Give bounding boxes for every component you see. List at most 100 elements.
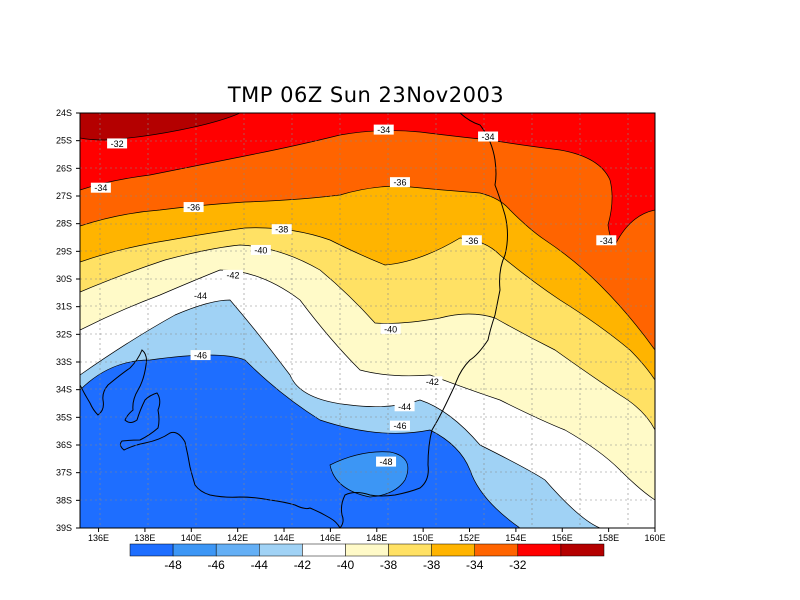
coastline [80, 113, 508, 528]
contour-labels: -32 -34 -34 -34 -34 -36 -36 -36 -38 -40 -40 -42 -42 -… [90, 124, 617, 467]
lat-tick-label: 39S [56, 523, 72, 533]
colorbar-swatch [517, 543, 562, 557]
contour-label: -32 [107, 138, 128, 149]
contour-label-text: -40 [384, 324, 397, 334]
band-32-30 [80, 113, 655, 245]
lat-tick-label: 38S [56, 495, 72, 505]
colorbar-swatch [215, 543, 260, 557]
contour-label-bg [190, 290, 211, 301]
contour-label-text: -34 [600, 236, 613, 246]
lon-tick-label: 142E [227, 533, 248, 543]
contour-label-text: -34 [94, 183, 107, 193]
lat-tick-label: 36S [56, 440, 72, 450]
lat-tick-label: 37S [56, 468, 72, 478]
colorbar-label: -48 [164, 558, 182, 572]
lon-tick-label: 156E [552, 533, 573, 543]
contour-label-text: -44 [194, 291, 207, 301]
contour-label-bg [394, 401, 415, 412]
colorbar-swatch [560, 543, 605, 557]
contour-label-text: -42 [426, 377, 439, 387]
colorbar-swatch [345, 543, 389, 557]
contour-label: -40 [250, 244, 271, 255]
longitude-axis: 136E 138E 140E 142E 144E 146E 148E 150E 152E 154E… [88, 528, 666, 543]
latitude-axis: 24S 25S 26S 27S 28S 29S 30S 31S 32S 33S 34S 35S 36S 3… [56, 108, 80, 533]
band-40-38 [80, 245, 655, 500]
contour-label: -44 [394, 401, 415, 412]
colorbar-label: -38 [423, 558, 441, 572]
contour-label-text: -48 [380, 457, 393, 467]
contour-label-bg [107, 138, 128, 149]
lon-tick-label: 144E [274, 533, 295, 543]
colorbar-label: -44 [251, 558, 269, 572]
contour-label: -34 [90, 182, 111, 193]
lat-tick-label: 27S [56, 191, 72, 201]
contour-label-text: -46 [194, 351, 207, 361]
contour-label-text: -46 [393, 421, 406, 431]
band-36-34 [80, 186, 655, 380]
lon-tick-label: 148E [366, 533, 387, 543]
contour-label-bg [373, 124, 394, 135]
contour-label: -44 [190, 290, 211, 301]
band-38-36 [80, 227, 655, 430]
contour-label: -42 [422, 376, 443, 387]
contour-label-bg [190, 350, 211, 361]
contour-lines [80, 113, 655, 528]
lon-tick-label: 138E [134, 533, 155, 543]
contour-label: -36 [183, 202, 204, 213]
colorbar-label: -34 [466, 558, 484, 572]
lat-tick-label: 26S [56, 163, 72, 173]
lon-tick-label: 146E [320, 533, 341, 543]
contour-label-bg [271, 224, 292, 235]
lat-tick-label: 30S [56, 274, 72, 284]
colorbar-label: -38 [380, 558, 398, 572]
lon-tick-label: 158E [598, 533, 619, 543]
band-42-40 [80, 270, 655, 528]
lat-tick-label: 24S [56, 108, 72, 118]
contour-label-text: -34 [482, 132, 495, 142]
contour-label-text: -40 [254, 245, 267, 255]
contour-label-text: -36 [465, 236, 478, 246]
map-frame [79, 112, 656, 529]
contour-label-bg [90, 182, 111, 193]
contour-label-text: -32 [111, 139, 124, 149]
contour-label-bg [389, 420, 410, 431]
colorbar-swatch [259, 543, 303, 557]
lon-tick-label: 136E [88, 533, 109, 543]
contour-label: -48 [376, 456, 397, 467]
lat-tick-label: 32S [56, 329, 72, 339]
colorbar-swatch [172, 543, 217, 557]
contour-label-text: -34 [377, 125, 390, 135]
colorbar-swatch [474, 543, 519, 557]
band-44-42 [80, 300, 655, 528]
colorbar-label: -46 [208, 558, 226, 572]
contour-label: -36 [461, 235, 482, 246]
lat-tick-label: 28S [56, 219, 72, 229]
lat-tick-label: 34S [56, 385, 72, 395]
lat-tick-label: 25S [56, 136, 72, 146]
contour-label: -34 [478, 131, 499, 142]
shaded-temperature-field: -32 -34 -34 -34 -34 -36 -36 -36 -38 -40 -40 -42 -42 -… [80, 113, 655, 528]
band-above-30 [80, 113, 240, 140]
colorbar: -48 -46 -44 -42 -40 -38 -38 -34 -32 [129, 543, 605, 572]
contour-label-bg [183, 202, 204, 213]
contour-label-bg [422, 376, 443, 387]
colorbar-label: -42 [294, 558, 312, 572]
contour-label-text: -36 [393, 178, 406, 188]
colorbar-label: -40 [337, 558, 355, 572]
lat-tick-label: 35S [56, 412, 72, 422]
contour-label-bg [380, 323, 401, 334]
lon-tick-label: 152E [459, 533, 480, 543]
contour-label-bg [478, 131, 499, 142]
colorbar-swatch [388, 543, 432, 557]
band-48-46 [80, 451, 408, 528]
contour-label: -42 [223, 269, 244, 280]
colorbar-swatch [302, 543, 346, 557]
contour-label-bg [376, 456, 397, 467]
lat-tick-label: 33S [56, 357, 72, 367]
colorbar-label: -32 [509, 558, 527, 572]
contour-label: -34 [596, 235, 617, 246]
lon-tick-label: 150E [413, 533, 434, 543]
map-title: TMP 06Z Sun 23Nov2003 [227, 83, 505, 107]
contour-label-text: -38 [275, 225, 288, 235]
